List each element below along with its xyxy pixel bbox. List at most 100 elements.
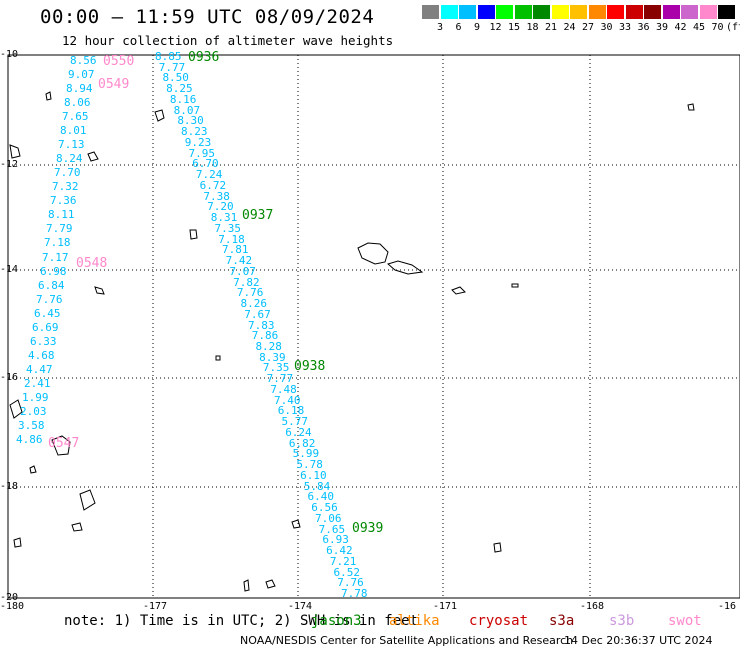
right-track-wave-height: 7.76 <box>337 576 364 590</box>
right-track-wave-height: 7.78 <box>341 587 368 600</box>
scale-swatch <box>477 5 495 19</box>
scale-label: 21 <box>544 22 558 33</box>
map-frame <box>7 54 740 599</box>
right-track-wave-height: 7.82 <box>233 275 260 289</box>
island-small-12 <box>29 465 37 474</box>
left-track-wave-height: 7.79 <box>46 222 73 236</box>
scale-label: 3 <box>436 22 444 33</box>
left-track-wave-height: 6.98 <box>40 264 67 278</box>
right-track-wave-height: 7.38 <box>203 189 230 203</box>
right-track-wave-height: 6.70 <box>192 157 219 171</box>
right-track-wave-height: 8.16 <box>169 92 197 106</box>
pass-time-label: 0547 <box>48 436 80 451</box>
longitude-label: -177 <box>143 601 168 612</box>
latitude-label: -20 <box>0 592 19 603</box>
pass-time-label: 0937 <box>242 208 274 223</box>
scale-swatch <box>440 5 458 19</box>
scale-label: 36 <box>637 22 650 33</box>
island-small-6 <box>87 151 99 162</box>
left-track-wave-height: 8.11 <box>48 208 75 222</box>
right-track-wave-height: 8.07 <box>173 103 201 117</box>
left-track-wave-height: 4.47 <box>26 362 53 376</box>
left-track-wave-height: 6.45 <box>34 306 61 320</box>
left-track-wave-height: 7.17 <box>42 250 69 264</box>
scale-swatch <box>496 5 513 19</box>
satellite-legend-item: s3b <box>609 613 635 629</box>
right-track-wave-height: 6.52 <box>333 565 361 579</box>
right-track-wave-height: 7.76 <box>236 286 264 300</box>
left-track-wave-height: 6.84 <box>38 278 65 292</box>
scale-label: 42 <box>674 22 687 33</box>
scale-label: 33 <box>618 22 632 33</box>
satellite-legend-item: swot <box>668 613 702 629</box>
right-track-wave-height: 7.83 <box>248 318 275 332</box>
lat-lon-grid <box>8 55 740 598</box>
scale-label: 27 <box>581 22 595 33</box>
left-track-wave-height: 8.06 <box>64 96 91 110</box>
island-small-7 <box>493 542 502 553</box>
pass-time-label: 0548 <box>76 256 108 271</box>
right-track-wave-height: 8.50 <box>162 71 189 85</box>
scale-label: 24 <box>563 22 576 33</box>
latitude-label: -14 <box>0 264 19 275</box>
scale-label: 39 <box>655 22 669 33</box>
satellite-legend-item: s3a <box>549 613 575 629</box>
credit-line: NOAA/NESDIS Center for Satellite Applica… <box>240 634 574 647</box>
island-samoa-savaii <box>357 242 389 265</box>
longitude-label: -168 <box>580 601 605 612</box>
left-track-wave-height: 4.68 <box>28 348 55 362</box>
scale-swatch <box>699 5 717 19</box>
right-track-wave-height: 7.77 <box>266 372 294 386</box>
left-track-wave-height: 7.36 <box>50 194 77 208</box>
scale-label: 6 <box>455 22 462 33</box>
right-track-wave-height: 6.24 <box>285 425 312 439</box>
satellite-legend-item: altika <box>389 613 440 629</box>
left-track-wave-height: 2.03 <box>20 404 47 418</box>
left-track-wave-height: 7.13 <box>58 138 85 152</box>
left-track-wave-height: 7.65 <box>62 110 89 124</box>
right-track-wave-height: 9.23 <box>184 135 212 149</box>
right-track-wave-height: 6.93 <box>322 533 349 547</box>
right-track-wave-height: 7.77 <box>158 60 186 74</box>
longitude-label: -171 <box>433 601 458 612</box>
left-track-wave-height: 7.76 <box>36 292 63 306</box>
scale-swatch <box>570 5 587 19</box>
left-track-wave-height: 6.33 <box>30 334 57 348</box>
scale-swatch <box>607 5 624 19</box>
island-tonga <box>291 519 301 529</box>
right-track-wave-height: 6.40 <box>307 490 335 504</box>
right-track-wave-height: 5.99 <box>292 447 320 461</box>
left-track-wave-height: 7.18 <box>44 236 71 250</box>
left-track-wave-height: 9.07 <box>68 68 95 82</box>
island-small-15 <box>243 579 250 592</box>
scale-swatch <box>681 5 698 19</box>
left-track-wave-height: 1.99 <box>22 390 49 404</box>
right-track-wave-height: 7.35 <box>262 361 290 375</box>
right-track-wave-height: 7.06 <box>314 511 342 525</box>
right-track-wave-height: 8.28 <box>255 339 282 353</box>
scale-swatch <box>422 5 439 19</box>
right-track-wave-height: 7.42 <box>225 254 253 268</box>
right-track-wave-height: 8.30 <box>177 114 204 128</box>
scale-swatch <box>718 5 735 19</box>
right-track-wave-height: 5.84 <box>303 479 331 493</box>
left-track-wave-height: 2.41 <box>24 376 51 390</box>
left-track-wave-height: 8.94 <box>66 82 93 96</box>
left-track-wave-height: 7.70 <box>54 166 81 180</box>
right-track-wave-height: 7.65 <box>318 522 346 536</box>
right-track-wave-height: 6.56 <box>311 501 338 515</box>
island-small-10 <box>265 579 276 589</box>
island-samoa-upolu <box>386 260 424 275</box>
scale-label: 12 <box>489 22 502 33</box>
right-track-wave-height: 8.26 <box>240 297 268 311</box>
latitude-label: -10 <box>0 49 19 60</box>
scale-label: 9 <box>473 22 481 33</box>
island-small-14 <box>71 522 83 532</box>
scale-swatch <box>644 5 661 19</box>
left-track-wave-height: 8.24 <box>56 152 83 166</box>
left-track-wave-height: 6.69 <box>32 320 59 334</box>
footer-note: note: 1) Time is in UTC; 2) SWH is in fe… <box>64 613 419 629</box>
pass-time-label: 0939 <box>352 521 384 536</box>
scale-swatch <box>662 5 680 19</box>
